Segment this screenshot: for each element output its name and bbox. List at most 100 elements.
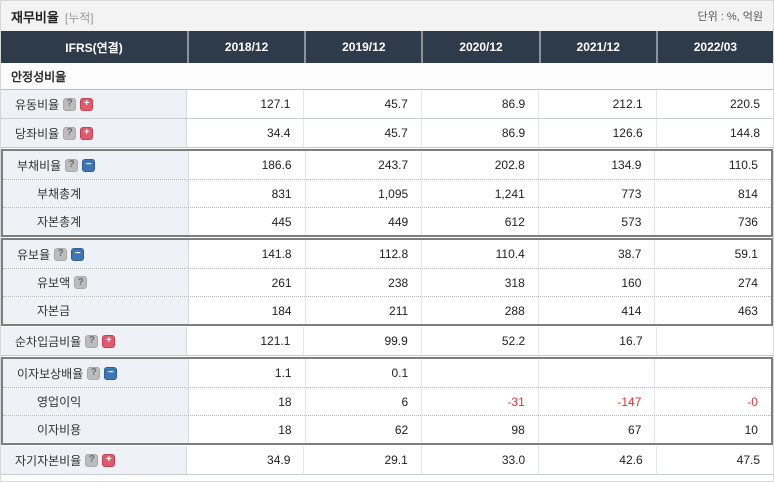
value-cell: 112.8 (304, 240, 422, 268)
header-cell-period: 2021/12 (538, 31, 656, 63)
value-cell: 59.1 (654, 240, 771, 268)
table-body: 유동비율? +127.1 45.7 86.9 212.1 220.5 당좌비율? +34.4 4… (1, 90, 773, 475)
row-label: 영업이익 (37, 395, 82, 409)
help-icon[interactable]: ? (65, 158, 79, 172)
value-cell: 110.5 (654, 151, 771, 179)
row-label-cell: 유보액? (3, 269, 189, 296)
row-label: 이자비용 (37, 423, 82, 437)
table-row: 유보율? −141.8 112.8 110.4 38.7 59.1 (3, 240, 771, 268)
value-cell: 736 (654, 208, 771, 235)
row-label-cell: 이자보상배율? − (3, 359, 189, 387)
table-row: 유동비율? +127.1 45.7 86.9 212.1 220.5 (1, 90, 773, 119)
value-cell: 29.1 (303, 446, 421, 474)
expand-plus-icon[interactable]: + (80, 126, 94, 140)
value-cell: 831 (189, 180, 305, 207)
row-label: 유동비율 (15, 97, 60, 112)
value-cell: 261 (189, 269, 305, 296)
value-cell: 98 (421, 416, 538, 443)
value-cell: 202.8 (421, 151, 538, 179)
value-cell: 99.9 (303, 327, 421, 355)
title-bar: 재무비율 [누적] 단위 : %, 억원 (1, 1, 773, 31)
section-title: 안정성비율 (1, 63, 773, 90)
row-label-cell: 부채총계 (3, 180, 189, 207)
value-cell: 42.6 (538, 446, 656, 474)
header-cell-ifrs: IFRS(연결) (65, 40, 123, 55)
expanded-row-group: 유보율? −141.8 112.8 110.4 38.7 59.1 유보액? 261 238 31… (1, 238, 773, 326)
value-cell: 773 (537, 180, 655, 207)
value-cell: 814 (654, 180, 771, 207)
table-row: 자본금 184 211 288 414 463 (3, 296, 771, 324)
value-cell: 243.7 (304, 151, 422, 179)
row-label-cell: 영업이익 (3, 388, 189, 415)
help-icon[interactable]: ? (85, 453, 99, 467)
help-icon[interactable]: ? (63, 97, 77, 111)
help-icon[interactable]: ? (85, 334, 99, 348)
table-row: 이자보상배율? −1.1 0.1 (3, 359, 771, 387)
expand-plus-icon[interactable]: + (80, 97, 94, 111)
value-cell: 126.6 (538, 119, 656, 147)
collapse-minus-icon[interactable]: − (82, 158, 96, 172)
value-cell: 274 (654, 269, 771, 296)
row-label: 유보율 (17, 247, 51, 262)
value-cell: 67 (537, 416, 655, 443)
value-cell: 1,095 (304, 180, 422, 207)
value-cell: 220.5 (655, 90, 773, 118)
value-cell: 34.4 (187, 119, 304, 147)
header-cell-period: 2020/12 (421, 31, 538, 63)
table-row: 영업이익 18 6 -31 -147 -0 (3, 387, 771, 415)
page-title: 재무비율 (11, 9, 59, 25)
help-icon[interactable]: ? (87, 366, 101, 380)
value-cell: 18 (189, 416, 305, 443)
value-cell: 160 (537, 269, 655, 296)
row-label-cell: 이자비용 (3, 416, 189, 443)
value-cell: -31 (421, 388, 538, 415)
row-label-cell: 유보율? − (3, 240, 189, 268)
expand-plus-icon[interactable]: + (102, 453, 116, 467)
unit-label: 단위 : %, 억원 (697, 11, 763, 23)
collapse-minus-icon[interactable]: − (104, 366, 118, 380)
value-cell: 86.9 (420, 119, 539, 147)
table-row: 이자비용 18 62 98 67 10 (3, 415, 771, 443)
value-cell: 573 (537, 208, 655, 235)
value-cell: 0.1 (304, 359, 422, 387)
expanded-row-group: 부채비율? −186.6 243.7 202.8 134.9 110.5 부채총계 831 1,… (1, 149, 773, 237)
row-label: 순차입금비율 (15, 334, 82, 349)
table-row: 자본총계 445 449 612 573 736 (3, 207, 771, 235)
help-icon[interactable]: ? (74, 276, 88, 289)
value-cell: 463 (654, 297, 771, 324)
value-cell: -0 (654, 388, 771, 415)
row-label-cell: 당좌비율? + (1, 119, 187, 147)
row-label: 부채총계 (37, 187, 82, 201)
help-icon[interactable]: ? (63, 126, 77, 140)
row-label-cell: 자본금 (3, 297, 189, 324)
value-cell: 10 (654, 416, 771, 443)
row-label: 부채비율 (17, 158, 62, 173)
header-cell-period: 2022/03 (655, 31, 773, 63)
value-cell (655, 327, 773, 355)
value-cell: 238 (304, 269, 422, 296)
value-cell: 34.9 (187, 446, 304, 474)
table-row: 부채총계 831 1,095 1,241 773 814 (3, 179, 771, 207)
row-label: 자기자본비율 (15, 453, 82, 468)
row-label: 당좌비율 (15, 126, 60, 141)
expand-plus-icon[interactable]: + (102, 334, 116, 348)
value-cell: 47.5 (655, 446, 773, 474)
value-cell: 18 (189, 388, 305, 415)
collapse-minus-icon[interactable]: − (71, 247, 85, 261)
value-cell: 16.7 (538, 327, 656, 355)
row-label-cell: 순차입금비율? + (1, 327, 187, 355)
value-cell: 445 (189, 208, 305, 235)
value-cell: -147 (537, 388, 655, 415)
table-row: 자기자본비율? +34.9 29.1 33.0 42.6 47.5 (1, 446, 773, 475)
row-label-cell: 자기자본비율? + (1, 446, 187, 474)
table-row: 부채비율? −186.6 243.7 202.8 134.9 110.5 (3, 151, 771, 179)
row-label-cell: 자본총계 (3, 208, 189, 235)
value-cell: 52.2 (420, 327, 539, 355)
value-cell: 121.1 (187, 327, 304, 355)
help-icon[interactable]: ? (54, 247, 68, 261)
value-cell: 288 (421, 297, 538, 324)
value-cell: 1,241 (421, 180, 538, 207)
value-cell: 38.7 (537, 240, 655, 268)
header-cell-period: 2019/12 (304, 31, 421, 63)
